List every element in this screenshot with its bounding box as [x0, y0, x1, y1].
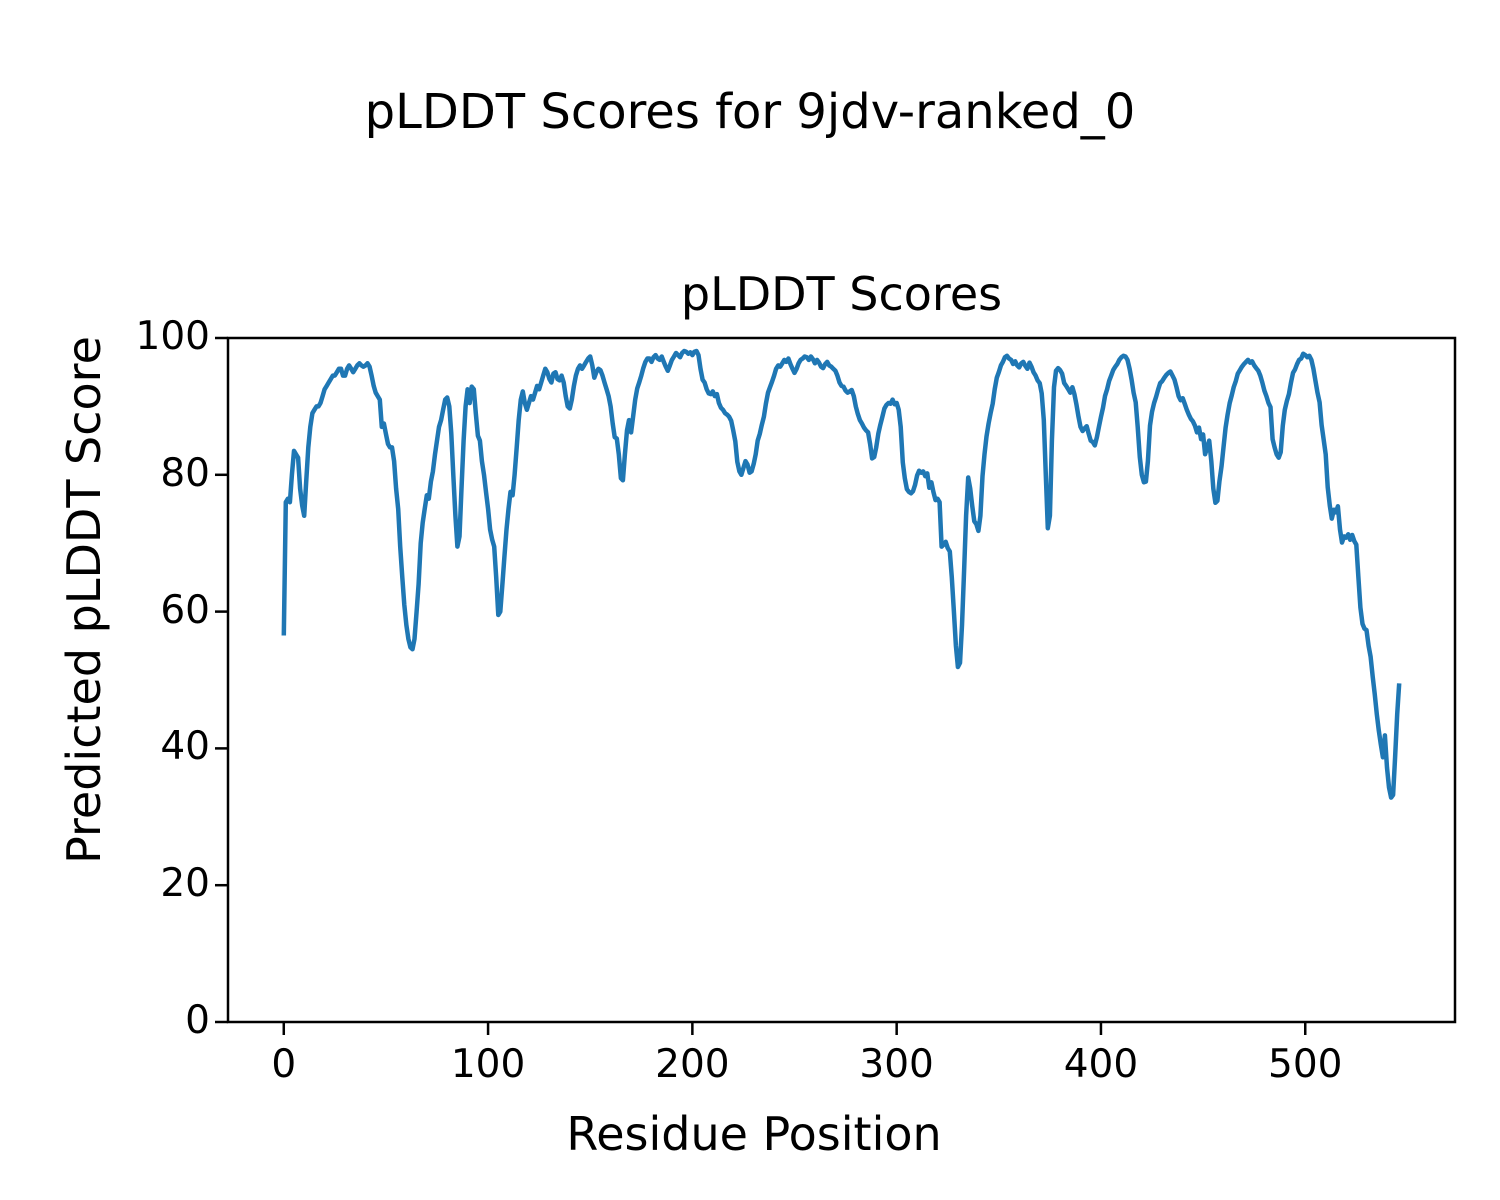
y-tick-label: 0	[185, 998, 210, 1043]
x-tick-label: 300	[859, 1042, 934, 1087]
axes-title: pLDDT Scores	[680, 267, 1003, 321]
y-axis-label-text: Predicted pLDDT Score	[57, 336, 111, 864]
x-tick-label: 400	[1063, 1042, 1139, 1087]
axes-frame	[226, 336, 1457, 1024]
x-tick-label: 0	[271, 1042, 297, 1087]
y-tick-label: 100	[135, 314, 210, 359]
plddt-line	[281, 348, 1402, 800]
y-tick-label: 60	[160, 587, 210, 633]
x-axis-label: Residue Position	[566, 1107, 942, 1161]
y-tick-label: 40	[160, 724, 210, 770]
figure-title: pLDDT Scores for 9jdv-ranked_0	[364, 84, 1136, 140]
y-tick-label: 20	[160, 861, 210, 907]
x-tick-label: 500	[1268, 1042, 1343, 1087]
y-tick-label: 80	[160, 450, 210, 496]
x-tick-label: 100	[450, 1042, 526, 1087]
x-tick-label: 200	[655, 1042, 730, 1087]
